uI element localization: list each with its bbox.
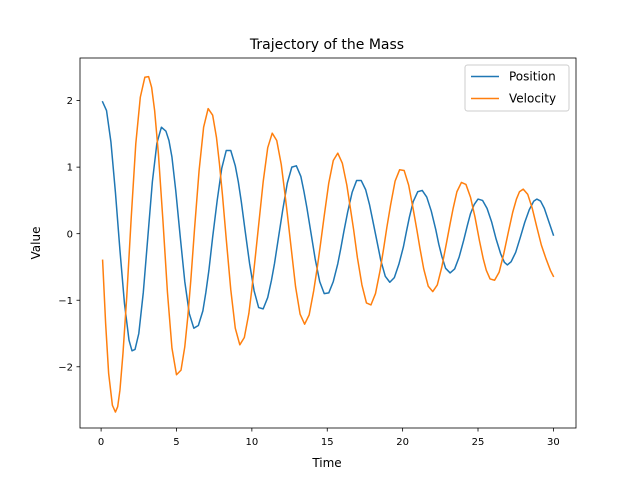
x-axis-label: Time — [311, 456, 341, 470]
y-tick-label: 0 — [67, 229, 73, 240]
series-line-position — [101, 100, 555, 352]
series-layer — [101, 75, 555, 413]
tick-layer: 0 5 10 15 20 25 30 −2 −1 0 1 2 — [58, 96, 560, 448]
y-tick-label: 1 — [67, 163, 73, 174]
x-tick-label: 20 — [396, 437, 409, 448]
plot-frame — [79, 57, 577, 429]
x-tick-label: 0 — [98, 437, 104, 448]
x-tick-label: 10 — [245, 437, 258, 448]
legend-label-velocity: Velocity — [509, 92, 556, 106]
series-line-velocity — [101, 75, 555, 413]
chart-title: Trajectory of the Mass — [249, 37, 404, 53]
legend-label-position: Position — [509, 70, 556, 84]
y-axis-label: Value — [29, 227, 43, 260]
x-tick-label: 15 — [321, 437, 334, 448]
x-tick-label: 5 — [173, 437, 179, 448]
y-tick-label: −2 — [58, 362, 73, 373]
y-tick-label: −1 — [58, 296, 73, 307]
x-tick-label: 25 — [472, 437, 485, 448]
y-tick-label: 2 — [67, 96, 73, 107]
x-tick-label: 30 — [547, 437, 560, 448]
legend: Position Velocity — [464, 64, 570, 112]
